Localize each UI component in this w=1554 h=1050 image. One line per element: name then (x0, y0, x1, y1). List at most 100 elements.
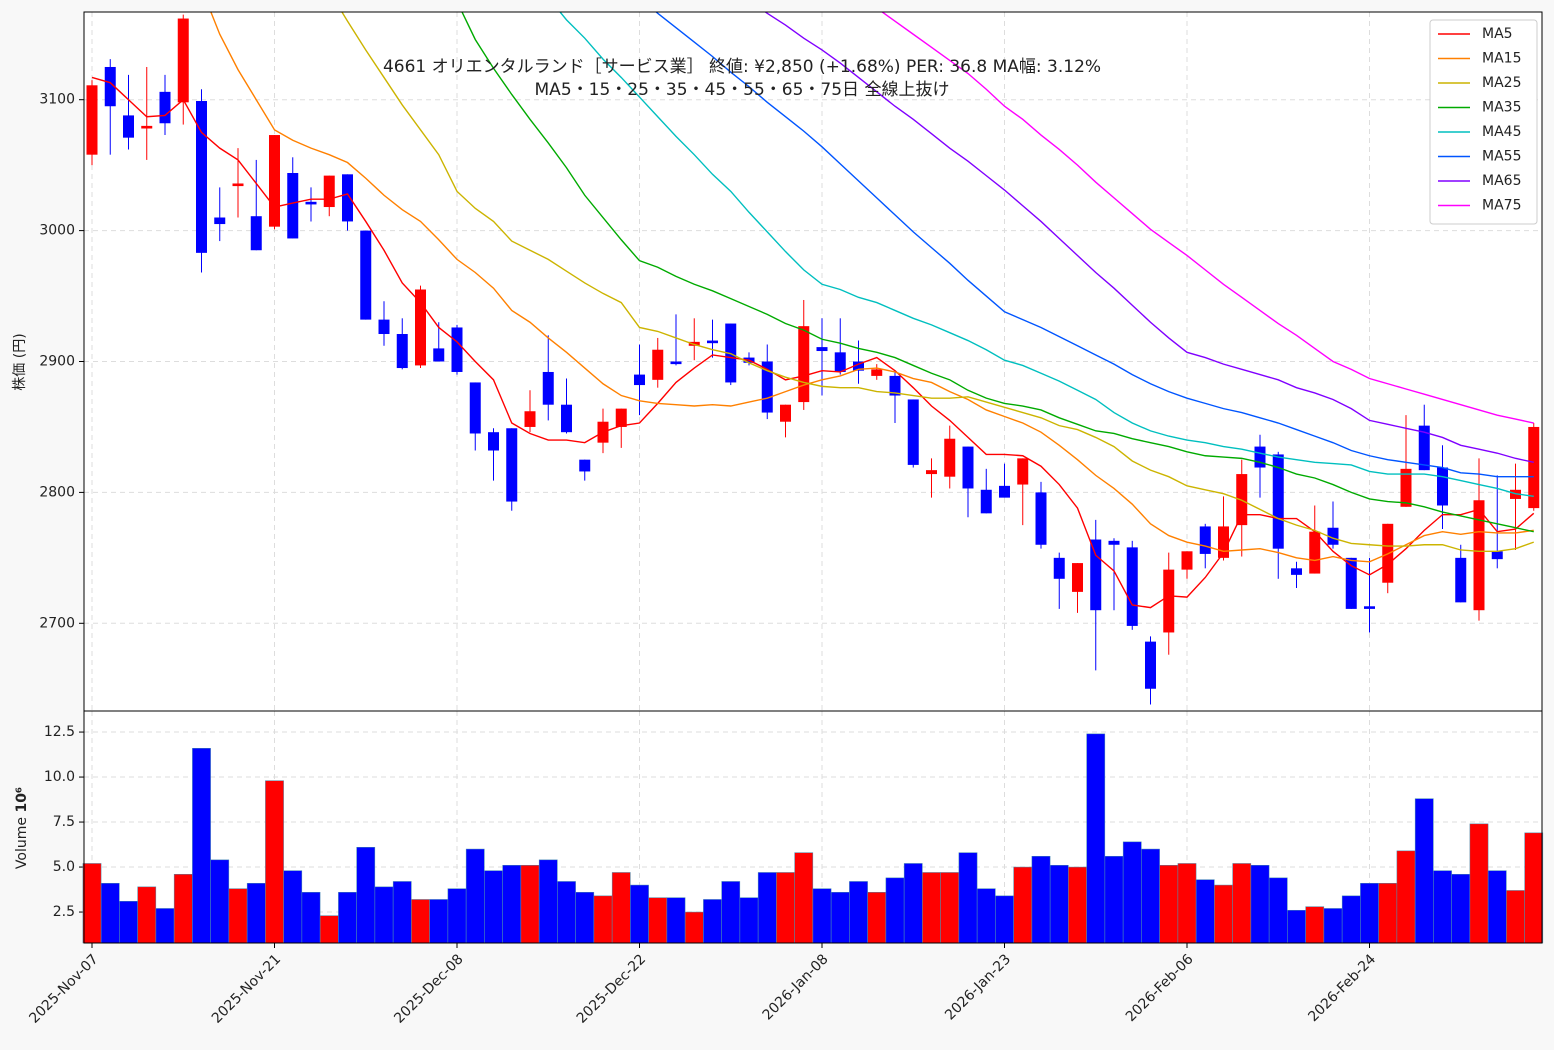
volume-bar (374, 886, 394, 944)
candle-body (542, 371, 554, 405)
volume-bar (995, 895, 1014, 944)
candle-body (615, 408, 627, 427)
volume-bar (1487, 870, 1507, 944)
volume-bar (575, 891, 595, 944)
volume-bar (100, 882, 120, 944)
candle-body (1437, 467, 1448, 506)
volume-bar (1433, 870, 1452, 944)
volume-bar (593, 895, 613, 944)
legend-label: MA15 (1482, 51, 1521, 67)
volume-bar (776, 872, 795, 944)
candle-body (1345, 557, 1357, 609)
volume-bar (1305, 906, 1325, 944)
candle-body (1108, 540, 1120, 545)
volume-bar (484, 870, 503, 944)
candle-body (999, 485, 1010, 498)
volume-bar (757, 872, 777, 944)
volume-bar (411, 899, 430, 944)
volume-bar (903, 863, 923, 944)
volume-bar (1104, 855, 1124, 944)
volume-bar (246, 882, 266, 944)
volume-bar (630, 884, 649, 944)
candle-body (433, 348, 445, 362)
ma-line (341, 12, 1534, 553)
candle-body (1418, 425, 1430, 471)
volume-bar (1141, 848, 1160, 944)
ma-line (559, 12, 1534, 498)
candle-body (123, 115, 134, 138)
volume-bar (301, 891, 321, 944)
x-tick-label: 2025-Nov-21 (209, 951, 284, 1026)
ma-line (210, 12, 1534, 563)
volume-bar (82, 863, 102, 944)
y-tick-label: 5.0 (53, 859, 75, 875)
candle-body (634, 374, 645, 386)
volume-axis-label: Volume 10⁶ (14, 787, 30, 869)
volume-bar (1506, 890, 1525, 944)
volume-bar (210, 859, 230, 944)
candle-body (1254, 446, 1266, 468)
candle-body (360, 230, 372, 320)
candle-body (579, 459, 591, 472)
chart-title: 4661 オリエンタルランド［サービス業］ 終値: ¥2,850 (+1.68%… (383, 57, 1101, 77)
candle-body (1126, 547, 1138, 626)
volume-bar (830, 891, 850, 944)
volume-bar (1360, 882, 1379, 944)
candle-body (1364, 606, 1375, 609)
legend-label: MA5 (1482, 26, 1513, 42)
volume-bar (429, 899, 449, 944)
volume-bar (1086, 733, 1106, 944)
volume-bar (319, 915, 339, 944)
volume-bar (1013, 866, 1033, 944)
candle-body (305, 201, 317, 205)
candle-body (524, 411, 536, 427)
volume-bar (648, 897, 668, 944)
candle-body (488, 432, 499, 451)
volume-frame (83, 710, 1543, 944)
volume-bar (1250, 864, 1270, 944)
candle-body (1491, 551, 1503, 560)
candle-body (889, 375, 901, 396)
y-axis-label: 株価 (円) (12, 333, 28, 390)
offset-text: 10⁶ (14, 787, 30, 813)
volume-bar (1195, 879, 1215, 944)
volume-bar (538, 859, 558, 944)
volume-bar (1469, 823, 1489, 944)
x-tick-label: 2026-Jan-08 (760, 951, 832, 1023)
volume-bar (1323, 908, 1343, 944)
candle-body (561, 404, 572, 433)
volume-bar (392, 881, 412, 944)
volume-bar (922, 872, 941, 944)
volume-bar (794, 852, 814, 944)
x-tick-label: 2026-Jan-23 (942, 951, 1014, 1023)
candle-body (1145, 641, 1156, 689)
legend-box (1429, 19, 1538, 225)
volume-bar (447, 888, 467, 944)
volume-bar (1159, 864, 1179, 944)
y-tick-label: 12.5 (44, 724, 75, 740)
candle-body (86, 85, 98, 155)
candle-body (1473, 500, 1485, 611)
volume-bar (812, 888, 832, 944)
chart-subtitle: MA5・15・25・35・45・55・65・75日 全線上抜け (535, 80, 950, 100)
volume-bar (1414, 798, 1434, 944)
candle-body (816, 347, 828, 352)
candle-body (1455, 557, 1467, 603)
volume-bar (283, 870, 303, 944)
ma-line (764, 12, 1534, 463)
candle-body (415, 289, 426, 366)
candle-body (1291, 568, 1302, 575)
ma-lines (91, 12, 1535, 609)
volume-bar (1396, 850, 1416, 944)
candle-body (196, 101, 207, 253)
plot-background (84, 12, 1542, 943)
volume-bar (703, 899, 722, 944)
candle-body (177, 18, 189, 103)
candle-body (1400, 468, 1412, 507)
volume-bar (1341, 895, 1361, 944)
candle-body (287, 173, 299, 239)
candle-body (159, 91, 171, 124)
candle-body (1528, 426, 1540, 509)
volume-bar (611, 872, 631, 944)
